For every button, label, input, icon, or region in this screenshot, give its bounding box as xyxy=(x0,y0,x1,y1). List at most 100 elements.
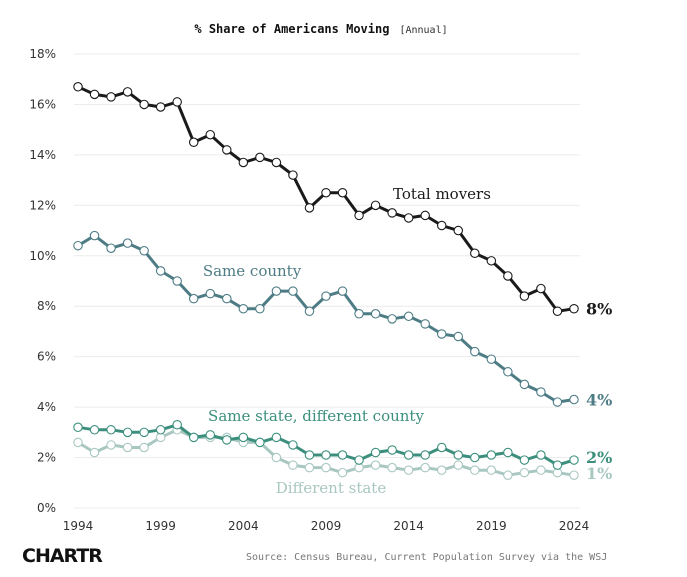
data-point xyxy=(89,89,100,100)
series-end-label: 4% xyxy=(586,391,612,410)
data-point xyxy=(420,210,430,221)
data-point xyxy=(436,329,447,339)
y-tick-label: 8% xyxy=(37,299,56,313)
y-tick-label: 16% xyxy=(29,97,56,111)
data-point xyxy=(271,452,282,463)
data-point xyxy=(403,213,414,223)
x-axis: 1994 1999 2004 2009 2014 2019 2024 xyxy=(63,519,590,533)
data-point xyxy=(370,309,381,319)
x-tick-label: 2004 xyxy=(228,519,259,533)
data-point xyxy=(503,367,513,377)
y-tick-label: 12% xyxy=(29,198,56,212)
series-labels: Total movers 8% Same county 4% Same state, d… xyxy=(203,185,613,497)
data-point xyxy=(139,245,149,256)
series-line xyxy=(77,234,575,404)
y-tick-label: 18% xyxy=(29,47,56,61)
data-point xyxy=(536,283,546,294)
data-point xyxy=(403,450,414,460)
data-point xyxy=(503,271,513,281)
series-end-label: 1% xyxy=(586,464,612,483)
data-point xyxy=(288,170,298,180)
data-point xyxy=(139,427,149,438)
data-point xyxy=(453,460,464,470)
data-point xyxy=(238,432,249,443)
series-name-label: Same county xyxy=(203,262,302,280)
data-point xyxy=(354,455,364,465)
data-point xyxy=(387,445,397,455)
data-point xyxy=(387,462,397,473)
data-point xyxy=(552,306,563,317)
data-point xyxy=(337,467,348,478)
data-point xyxy=(436,465,447,475)
chart-title-main: % Share of Americans Moving xyxy=(194,22,389,36)
data-point xyxy=(271,157,282,168)
data-point xyxy=(288,286,298,296)
series-end-label: 2% xyxy=(586,448,612,467)
data-point xyxy=(387,208,397,218)
data-point xyxy=(354,210,364,221)
data-point xyxy=(255,152,265,163)
series-line xyxy=(77,85,575,313)
data-point xyxy=(238,157,249,168)
data-point xyxy=(304,306,315,317)
data-point xyxy=(222,293,232,304)
data-point xyxy=(470,465,480,475)
data-point xyxy=(436,220,447,231)
data-point xyxy=(569,455,579,465)
data-point xyxy=(387,314,397,324)
y-tick-label: 2% xyxy=(37,451,56,465)
data-point xyxy=(89,425,100,435)
data-point xyxy=(569,303,579,314)
data-point xyxy=(255,303,265,314)
data-point xyxy=(503,470,513,480)
data-point xyxy=(73,422,83,433)
data-point xyxy=(370,447,381,458)
chartr-logo: CHARTR xyxy=(22,545,103,567)
data-point xyxy=(106,92,116,102)
data-point xyxy=(188,137,199,148)
data-point xyxy=(519,379,530,390)
data-point xyxy=(321,291,331,301)
data-point xyxy=(569,470,579,480)
data-point xyxy=(403,311,414,322)
data-point xyxy=(172,97,182,107)
series-name-label: Total movers xyxy=(393,185,491,203)
data-point xyxy=(255,437,265,448)
data-point xyxy=(370,200,381,211)
y-axis: 0% 2% 4% 6% 8% 10% 12% 14% 16% 18% xyxy=(29,47,56,515)
data-point xyxy=(370,460,381,470)
data-point xyxy=(122,238,133,248)
data-point xyxy=(222,435,232,445)
data-point xyxy=(155,266,166,276)
data-point xyxy=(486,465,497,475)
data-point xyxy=(536,450,546,460)
data-point xyxy=(271,286,282,296)
series-0 xyxy=(73,82,579,317)
data-point xyxy=(536,387,546,397)
data-point xyxy=(536,465,546,475)
y-tick-label: 4% xyxy=(37,400,56,414)
data-point xyxy=(122,427,133,438)
y-tick-label: 14% xyxy=(29,148,56,162)
data-point xyxy=(453,450,464,460)
data-point xyxy=(420,450,430,460)
data-point xyxy=(122,442,133,453)
x-tick-label: 2014 xyxy=(393,519,424,533)
series-1 xyxy=(73,230,579,407)
series-end-label: 8% xyxy=(586,300,612,319)
data-point xyxy=(470,346,480,357)
data-point xyxy=(552,460,563,470)
data-point xyxy=(486,354,497,364)
data-point xyxy=(321,450,331,460)
data-point xyxy=(453,331,464,342)
data-point xyxy=(106,243,116,253)
data-point xyxy=(73,437,83,448)
data-point xyxy=(321,187,331,198)
data-point xyxy=(321,462,331,473)
data-point xyxy=(155,102,166,112)
data-point xyxy=(288,460,298,470)
data-point xyxy=(552,397,563,407)
data-point xyxy=(354,309,364,319)
data-point xyxy=(304,203,315,213)
